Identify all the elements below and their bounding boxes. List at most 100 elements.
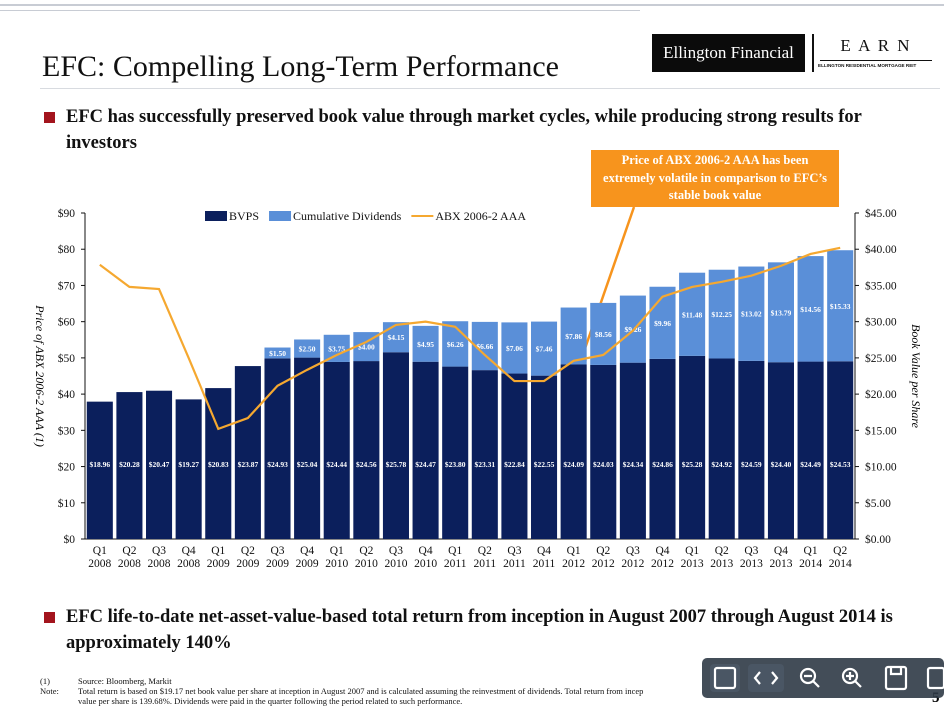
- x-tick-label: Q1 2008: [88, 545, 111, 570]
- bar: [116, 392, 143, 539]
- zoom-out-button[interactable]: [799, 667, 820, 688]
- x-tick-label: Q1 2010: [325, 545, 348, 570]
- x-tick-label: Q4 2012: [651, 545, 674, 570]
- value-label: $24.92: [711, 460, 732, 469]
- bar: [827, 250, 854, 362]
- bar: [590, 364, 617, 539]
- x-tick-label: Q3 2010: [384, 545, 407, 570]
- page-nav-button[interactable]: [748, 664, 784, 692]
- x-tick-label: Q2 2008: [118, 545, 141, 570]
- y2-tick-label: $0.00: [865, 533, 891, 546]
- bar: [353, 361, 380, 539]
- value-label: $24.56: [356, 460, 377, 469]
- x-tick-label: Q3 2009: [266, 545, 289, 570]
- bullet-marker: [44, 612, 55, 623]
- value-label: $24.53: [830, 460, 851, 469]
- bar: [323, 361, 350, 539]
- legend-label: ABX 2006-2 AAA: [435, 209, 526, 223]
- bar: [205, 388, 232, 539]
- bullet-text: EFC has successfully preserved book valu…: [66, 107, 862, 153]
- annotation-box: [591, 150, 839, 207]
- x-tick-label: Q2 2013: [710, 545, 733, 570]
- value-label: $24.34: [623, 460, 644, 469]
- value-label: $24.49: [800, 460, 821, 469]
- print-button[interactable]: [926, 666, 944, 690]
- footnote-text: value per share is 139.68%. Dividends we…: [78, 696, 463, 706]
- value-label: $11.48: [682, 310, 702, 319]
- value-label: $19.27: [178, 460, 199, 469]
- value-label: $7.86: [565, 332, 582, 341]
- bar: [797, 256, 824, 362]
- bar: [797, 361, 824, 539]
- bar: [323, 334, 350, 362]
- bar: [619, 362, 646, 539]
- x-tick-label: Q3 2013: [740, 545, 763, 570]
- bar: [234, 366, 261, 539]
- footnote-marker: Note:: [40, 686, 59, 696]
- bar: [146, 390, 173, 539]
- x-tick-label: Q2 2009: [236, 545, 259, 570]
- value-label: $24.09: [563, 460, 584, 469]
- value-label: $13.02: [741, 310, 762, 319]
- value-label: $6.26: [447, 340, 464, 349]
- bar: [412, 361, 439, 539]
- y2-tick-label: $25.00: [865, 352, 897, 365]
- logo-ellington: Ellington Financial: [652, 34, 805, 72]
- zoom-in-button[interactable]: [841, 667, 862, 688]
- x-tick-label: Q2 2011: [474, 545, 497, 570]
- x-tick-label: Q4 2008: [177, 545, 200, 570]
- value-label: $12.25: [711, 310, 732, 319]
- y-tick-label: $80: [58, 243, 76, 256]
- logo-earn-sub: ELLINGTON RESIDENTIAL MORTGAGE REIT: [818, 63, 917, 68]
- value-label: $6.66: [476, 342, 493, 351]
- bar: [738, 360, 765, 539]
- y2-tick-label: $45.00: [865, 207, 897, 220]
- viewer-toolbar: [702, 658, 944, 698]
- legend-label: BVPS: [229, 209, 259, 223]
- legend-label: Cumulative Dividends: [293, 209, 402, 223]
- bar: [708, 358, 735, 539]
- save-button[interactable]: [884, 665, 908, 691]
- x-tick-label: Q1 2011: [444, 545, 467, 570]
- bar: [767, 362, 794, 539]
- value-label: $25.04: [297, 460, 318, 469]
- y-tick-label: $20: [58, 461, 76, 474]
- value-label: $18.96: [89, 460, 110, 469]
- bullet-text: EFC life-to-date net-asset-value-based t…: [66, 607, 893, 653]
- bar: [501, 322, 528, 374]
- value-label: $23.31: [474, 460, 495, 469]
- fit-button[interactable]: [710, 664, 740, 692]
- y-tick-label: $30: [58, 424, 76, 437]
- page-number: 5: [932, 690, 940, 706]
- bar: [738, 266, 765, 361]
- bar: [679, 355, 706, 539]
- y-tick-label: $0: [64, 533, 76, 546]
- footnote-marker: (1): [40, 676, 50, 686]
- bar: [264, 358, 291, 539]
- value-label: $24.47: [415, 460, 436, 469]
- y2-tick-label: $30.00: [865, 316, 897, 329]
- bullet-marker: [44, 112, 55, 123]
- value-label: $24.03: [593, 460, 614, 469]
- x-tick-label: Q1 2013: [681, 545, 704, 570]
- top-rule: [0, 10, 640, 11]
- value-label: $4.95: [417, 340, 434, 349]
- bar: [649, 358, 676, 539]
- value-label: $13.79: [771, 308, 792, 317]
- chart: $0 $10 $20 $30 $40 $50 $60 $70 $80 $90 $0.00 $5.00 $…: [33, 150, 923, 570]
- x-tick-label: Q4 2011: [533, 545, 556, 570]
- bar: [264, 347, 291, 359]
- bar: [382, 352, 409, 539]
- bar: [86, 401, 113, 539]
- bar: [531, 375, 558, 539]
- y2-tick-label: $10.00: [865, 461, 897, 474]
- y2-tick-label: $15.00: [865, 424, 897, 437]
- value-label: $25.78: [386, 460, 407, 469]
- x-tick-label: Q2 2010: [355, 545, 378, 570]
- bar: [412, 325, 439, 362]
- value-label: $9.96: [654, 319, 671, 328]
- bar: [294, 339, 321, 358]
- top-rule: [0, 4, 944, 6]
- value-label: $22.55: [534, 460, 555, 469]
- y-tick-label: $50: [58, 352, 76, 365]
